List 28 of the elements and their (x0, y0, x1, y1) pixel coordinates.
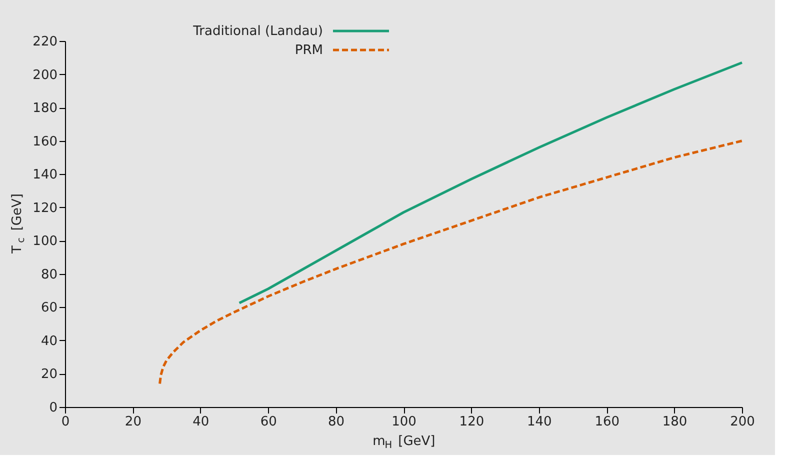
y-tick-label: 180 (32, 101, 58, 116)
line-series (158, 140, 744, 385)
y-axis-title: Tc [GeV] (10, 194, 27, 255)
x-tick-label: 20 (124, 414, 142, 430)
y-tick-label: 60 (40, 300, 58, 316)
line-series (238, 61, 744, 304)
x-tick-label: 140 (526, 414, 552, 430)
x-tick-label: 0 (61, 414, 70, 430)
y-tick-label: 160 (32, 134, 58, 150)
x-tick-label: 40 (192, 414, 210, 430)
x-tick-label: 80 (328, 414, 345, 430)
y-tick-label: 0 (49, 400, 58, 416)
y-tick-label: 20 (40, 367, 58, 382)
y-tick-label: 100 (32, 234, 58, 250)
x-tick-label: 160 (594, 414, 620, 430)
x-tick-label: 120 (459, 414, 484, 430)
y-tick-label: 120 (32, 200, 58, 216)
x-tick-label: 60 (260, 414, 277, 430)
y-tick-label: 140 (32, 168, 58, 183)
y-tick-label: 80 (40, 267, 58, 282)
y-tick-label: 200 (32, 68, 58, 83)
legend-label: Traditional (Landau) (192, 24, 323, 39)
x-tick-label: 100 (392, 414, 416, 430)
x-tick-label: 180 (662, 414, 688, 430)
y-tick-label: 220 (32, 34, 58, 50)
legend-label: PRM (294, 43, 323, 58)
y-tick-label: 40 (40, 334, 58, 349)
x-tick-label: 200 (730, 414, 755, 430)
